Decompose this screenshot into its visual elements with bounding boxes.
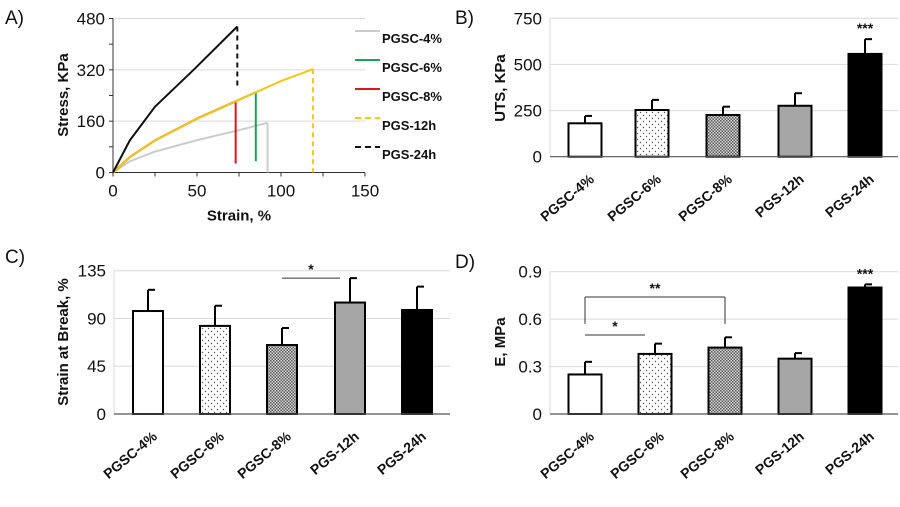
panel-b: B) 0 250 500 750 UTS, KPa PGSC-4% PGSC-6% PGSC-8… xyxy=(455,8,898,225)
significance-marker: *** xyxy=(857,20,874,36)
x-tick-label: 100 xyxy=(267,182,295,201)
bar-pgsc-6pct xyxy=(637,352,673,416)
bar-pgsc-8pct xyxy=(707,346,743,415)
panel-d: D) 0 0.3 0.6 0.9 E, MPa PGSC-4% PGSC-6% PGSC-8% P… xyxy=(455,252,898,482)
bar-pgsc-8pct xyxy=(705,113,741,158)
category-label: PGS-24h xyxy=(822,171,877,221)
y-tick-label: 320 xyxy=(77,61,105,80)
x-tick-label: 0 xyxy=(108,182,117,201)
bar-pgsc-6pct xyxy=(634,109,670,158)
y-tick-label: 0 xyxy=(533,405,542,424)
bar-pgs-12h xyxy=(334,301,366,415)
y-tick-label: 160 xyxy=(77,112,105,131)
bar-pgs-24h xyxy=(401,308,433,416)
y-tick-label: 750 xyxy=(514,9,542,28)
category-label: PGS-12h xyxy=(307,428,362,478)
legend-label: PGSC-8% xyxy=(382,89,442,104)
y-tick-label: 0 xyxy=(97,405,106,424)
bar-pgsc-8pct xyxy=(266,344,298,415)
panel-a: A) 0 160 320 480 Stress, KPa 0 50 100 150 Strain, … xyxy=(5,8,442,225)
category-label: PGS-24h xyxy=(822,428,877,478)
y-tick-label: 480 xyxy=(77,10,105,29)
significance-marker: * xyxy=(308,261,314,277)
y-tick-label: 45 xyxy=(87,357,106,376)
y-tick-label: 500 xyxy=(514,55,542,74)
y-tick-label: 0.9 xyxy=(518,263,542,282)
y-tick-label: 0 xyxy=(96,164,105,183)
category-label: PGSC-6% xyxy=(604,170,664,224)
category-label: PGSC-8% xyxy=(675,170,735,224)
x-axis-label: Strain, % xyxy=(207,208,271,225)
significance-marker: ** xyxy=(650,280,661,296)
bar-pgsc-4pct xyxy=(567,122,603,158)
x-tick-label: 150 xyxy=(351,182,379,201)
series-line-pgs-24h xyxy=(112,25,239,173)
category-label: PGS-12h xyxy=(752,171,807,221)
y-tick-label: 0.3 xyxy=(518,358,542,377)
y-axis-label: Strain at Break, % xyxy=(55,278,72,406)
category-label: PGSC-6% xyxy=(167,428,227,482)
bar-pgs-12h xyxy=(777,104,813,158)
category-label: PGSC-8% xyxy=(234,428,294,482)
bar-pgs-24h xyxy=(847,52,883,158)
significance-marker: *** xyxy=(857,265,874,281)
y-axis-label: UTS, KPa xyxy=(492,54,509,122)
y-tick-label: 0 xyxy=(533,148,542,167)
bar-pgs-12h xyxy=(777,357,813,415)
bar-pgs-24h xyxy=(847,286,883,415)
legend-label: PGS-12h xyxy=(382,118,436,133)
category-label: PGSC-6% xyxy=(607,428,667,482)
y-tick-label: 90 xyxy=(87,309,106,328)
y-tick-label: 250 xyxy=(514,102,542,121)
category-label: PGSC-4% xyxy=(537,170,597,224)
series-line-pgs-12h xyxy=(112,68,314,174)
y-tick-label: 0.6 xyxy=(518,310,542,329)
legend-label: PGSC-4% xyxy=(382,31,442,46)
category-label: PGS-12h xyxy=(752,428,807,478)
category-label: PGS-24h xyxy=(374,428,429,478)
category-label: PGSC-4% xyxy=(100,428,160,482)
y-axis-label: Stress, KPa xyxy=(55,53,72,137)
bar-pgsc-4pct xyxy=(132,310,164,415)
panel-label: D) xyxy=(455,252,475,273)
panel-label: B) xyxy=(455,8,474,29)
panel-label: A) xyxy=(5,8,24,29)
y-axis-label: E, MPa xyxy=(492,317,509,367)
series-line-pgsc-4pct xyxy=(112,121,268,174)
panel-label: C) xyxy=(5,247,25,268)
legend-label: PGS-24h xyxy=(382,147,436,162)
bar-pgsc-6pct xyxy=(199,324,231,415)
category-label: PGSC-4% xyxy=(537,428,597,482)
category-label: PGSC-8% xyxy=(677,428,737,482)
y-tick-label: 135 xyxy=(78,262,106,281)
bar-pgsc-4pct xyxy=(567,373,603,416)
significance-marker: * xyxy=(612,318,618,334)
x-tick-label: 50 xyxy=(188,182,207,201)
legend-label: PGSC-6% xyxy=(382,60,442,75)
